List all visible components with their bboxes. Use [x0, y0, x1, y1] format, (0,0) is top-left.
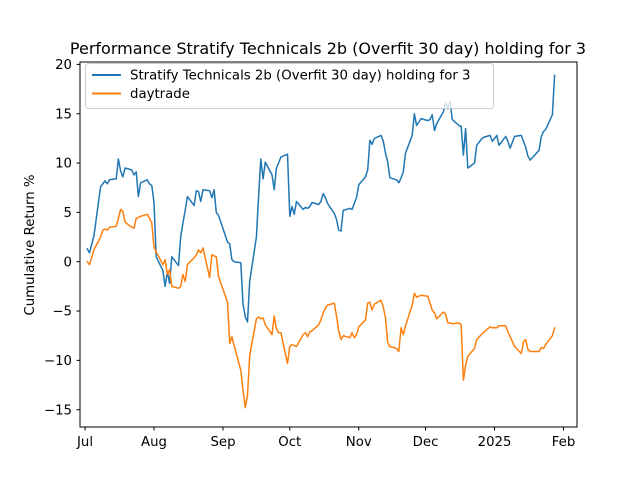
- legend-label: Stratify Technicals 2b (Overfit 30 day) …: [130, 69, 471, 84]
- x-tick-label: Feb: [552, 435, 576, 450]
- y-tick-label: −5: [52, 305, 72, 320]
- series-line: [86, 208, 556, 409]
- axes-spines: [79, 61, 578, 428]
- y-tick-label: 5: [64, 206, 72, 221]
- legend: Stratify Technicals 2b (Overfit 30 day) …: [85, 63, 494, 109]
- chart-title: Performance Stratify Technicals 2b (Over…: [70, 39, 586, 58]
- x-tick-label: Jul: [76, 435, 93, 450]
- y-axis-label: Cumulative Return %: [23, 174, 38, 315]
- x-tick-label: Sep: [210, 435, 235, 450]
- x-tick-label: Nov: [346, 435, 372, 450]
- y-tick-label: 15: [55, 107, 72, 122]
- legend-label: daytrade: [130, 87, 190, 102]
- series-line: [86, 74, 556, 323]
- x-tick-label: Aug: [141, 435, 167, 450]
- y-tick-label: 20: [55, 58, 72, 73]
- y-tick-label: −10: [44, 354, 72, 369]
- x-tick-label: 2025: [478, 435, 512, 450]
- y-tick-label: 0: [64, 255, 72, 270]
- y-tick-label: 10: [55, 157, 72, 172]
- x-tick-label: Dec: [413, 435, 439, 450]
- data-series: [86, 74, 556, 409]
- legend-frame: [85, 63, 494, 109]
- x-tick-label: Oct: [278, 435, 301, 450]
- y-tick-label: −15: [44, 403, 72, 418]
- axis-ticks: Jul Aug Sep Oct Nov Dec 2025 Feb 20 15 10 5 0 −5 −10 −1…: [44, 58, 575, 450]
